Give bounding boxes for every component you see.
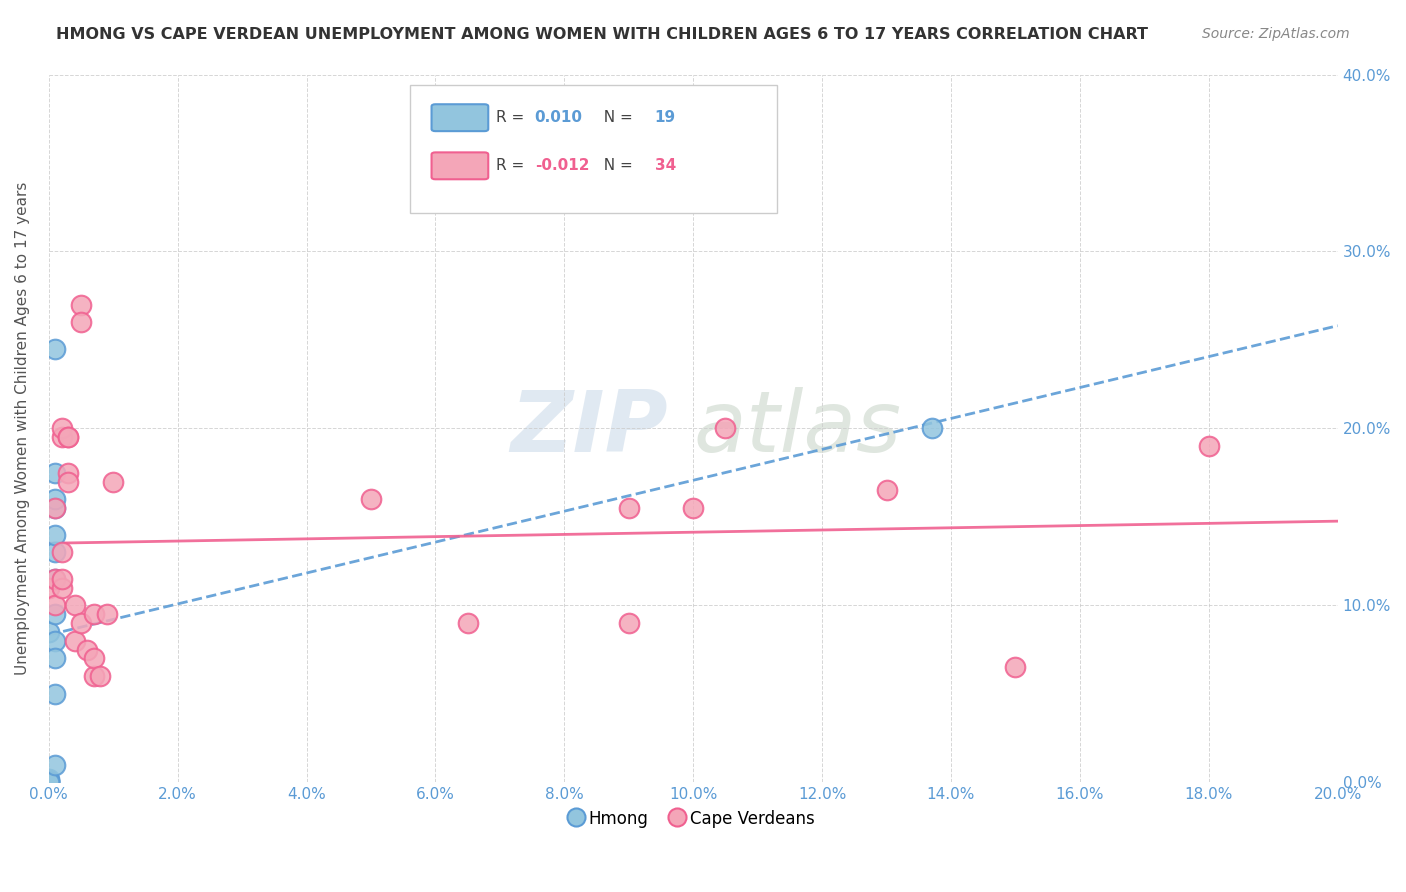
Point bbox=[63, 633, 86, 648]
Point bbox=[617, 616, 640, 631]
Point bbox=[44, 466, 66, 480]
Point bbox=[76, 642, 98, 657]
Text: R =: R = bbox=[496, 159, 529, 173]
Point bbox=[70, 297, 93, 311]
Text: N =: N = bbox=[593, 111, 637, 125]
Point bbox=[38, 773, 60, 788]
Y-axis label: Unemployment Among Women with Children Ages 6 to 17 years: Unemployment Among Women with Children A… bbox=[15, 182, 30, 675]
Point bbox=[44, 607, 66, 622]
Text: atlas: atlas bbox=[693, 387, 901, 470]
FancyBboxPatch shape bbox=[409, 85, 778, 213]
Point bbox=[56, 466, 79, 480]
Point bbox=[876, 483, 898, 498]
Point bbox=[38, 581, 60, 595]
Point bbox=[63, 599, 86, 613]
Text: -0.012: -0.012 bbox=[534, 159, 589, 173]
Point bbox=[38, 772, 60, 786]
Legend: Hmong, Cape Verdeans: Hmong, Cape Verdeans bbox=[565, 803, 821, 834]
Point bbox=[96, 607, 118, 622]
Point bbox=[44, 527, 66, 541]
Point bbox=[56, 475, 79, 489]
Point bbox=[360, 492, 382, 507]
Point bbox=[56, 430, 79, 444]
Point bbox=[921, 421, 943, 435]
Point bbox=[714, 421, 737, 435]
Point bbox=[51, 572, 73, 586]
Point bbox=[44, 687, 66, 701]
Text: Source: ZipAtlas.com: Source: ZipAtlas.com bbox=[1202, 27, 1350, 41]
Point bbox=[44, 757, 66, 772]
Point bbox=[38, 775, 60, 789]
Point bbox=[70, 315, 93, 329]
Point bbox=[44, 545, 66, 559]
Text: R =: R = bbox=[496, 111, 529, 125]
Point bbox=[44, 492, 66, 507]
Point bbox=[44, 342, 66, 356]
Point bbox=[38, 775, 60, 789]
Point bbox=[51, 545, 73, 559]
Point bbox=[51, 581, 73, 595]
Text: ZIP: ZIP bbox=[510, 387, 668, 470]
Point bbox=[38, 773, 60, 788]
Point bbox=[103, 475, 125, 489]
Point bbox=[617, 501, 640, 516]
Point bbox=[83, 669, 105, 683]
Point bbox=[44, 572, 66, 586]
Text: HMONG VS CAPE VERDEAN UNEMPLOYMENT AMONG WOMEN WITH CHILDREN AGES 6 TO 17 YEARS : HMONG VS CAPE VERDEAN UNEMPLOYMENT AMONG… bbox=[56, 27, 1149, 42]
Point bbox=[1198, 439, 1220, 453]
Point bbox=[44, 501, 66, 516]
Point bbox=[83, 607, 105, 622]
Point bbox=[1004, 660, 1026, 674]
Point bbox=[70, 616, 93, 631]
Text: 0.010: 0.010 bbox=[534, 111, 582, 125]
Point bbox=[682, 501, 704, 516]
Point bbox=[56, 430, 79, 444]
Point bbox=[89, 669, 111, 683]
Text: 34: 34 bbox=[655, 159, 676, 173]
Point bbox=[51, 430, 73, 444]
Point bbox=[51, 421, 73, 435]
Point bbox=[83, 651, 105, 665]
Point bbox=[44, 633, 66, 648]
Point bbox=[44, 651, 66, 665]
Point bbox=[44, 501, 66, 516]
FancyBboxPatch shape bbox=[432, 153, 488, 179]
Point bbox=[38, 624, 60, 639]
Text: 19: 19 bbox=[655, 111, 676, 125]
Point bbox=[44, 599, 66, 613]
Text: N =: N = bbox=[593, 159, 637, 173]
Point bbox=[457, 616, 479, 631]
Point bbox=[44, 572, 66, 586]
FancyBboxPatch shape bbox=[432, 104, 488, 131]
